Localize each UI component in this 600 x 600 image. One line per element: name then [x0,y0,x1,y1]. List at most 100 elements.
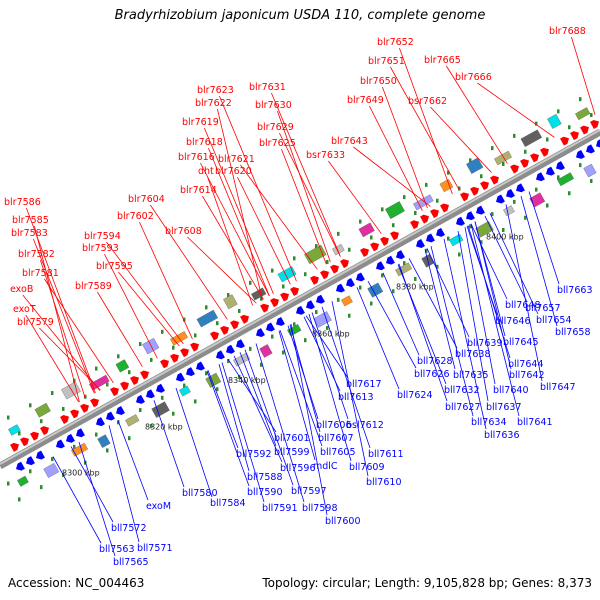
reverse-gene-arrow [386,255,395,265]
reverse-label-leader [233,355,283,463]
feature-box [385,201,405,220]
scale-tick [95,366,98,371]
scale-tick [271,268,274,273]
reverse-label-leader [279,329,323,447]
scale-tick [502,161,505,166]
scale-tick [282,350,285,355]
reverse-label-leader [289,324,321,433]
forward-gene-arrow [220,325,229,335]
reverse-gene-arrow [36,450,45,460]
reverse-gene-arrow [466,211,475,221]
forward-gene-label: blr7604 [128,194,165,205]
reverse-label-leader [528,191,560,285]
forward-gene-arrow [520,158,529,168]
reverse-label-leader [117,420,149,501]
reverse-gene-label: bll7648 [505,300,541,311]
forward-gene-label: blr7622 [195,98,232,109]
scale-tick [216,321,219,326]
reverse-gene-arrow [96,417,105,427]
reverse-gene-label: bll7663 [557,285,593,296]
forward-label-leader [44,278,114,384]
reverse-gene-label: bll7635 [453,370,489,381]
scale-tick [348,313,351,318]
scale-tick [546,203,549,208]
reverse-gene-arrow [436,227,445,237]
forward-label-leader [240,164,318,270]
reverse-label-leader [426,248,470,338]
scale-tick [491,212,494,217]
scale-tick [359,219,362,224]
accession-text: Accession: NC_004463 [8,576,145,590]
reverse-gene-label: mdlC [313,461,338,472]
reverse-label-leader [108,425,140,543]
forward-gene-arrow [110,387,119,397]
forward-gene-label: bsr7662 [408,96,447,107]
forward-gene-label: blr7583 [11,228,48,239]
reverse-gene-arrow [106,411,115,421]
reverse-gene-arrow [146,389,155,399]
forward-label-leader [399,47,453,195]
scale-tick [172,345,175,350]
scale-tick [29,469,32,474]
forward-gene-label: dht [198,166,214,177]
forward-gene-arrow [190,342,199,352]
label-line-layer [22,36,596,557]
reverse-gene-arrow [356,272,365,282]
forward-gene-arrow [170,353,179,363]
reverse-gene-label: bll7646 [495,316,531,327]
scale-tick [227,359,230,364]
forward-gene-arrow [280,292,289,302]
reverse-gene-label: bll7606 [316,420,352,431]
forward-gene-arrow [540,147,549,157]
scale-tick [18,497,21,502]
scale-tick [513,199,516,204]
forward-gene-label: blr7651 [368,56,405,67]
scale-tick [128,370,131,375]
feature-box [89,374,110,391]
forward-label-leader [40,259,86,399]
forward-gene-label: blr7602 [117,211,154,222]
reverse-label-leader [520,195,558,327]
feature-box [466,157,484,174]
reverse-label-leader [470,223,508,300]
reverse-gene-label: bll7611 [368,449,404,460]
forward-gene-label: blr7688 [549,26,586,37]
scale-tick [392,223,395,228]
reverse-label-leader [221,362,265,503]
scale-tick [128,436,131,441]
scale-tick [139,408,142,413]
reverse-gene-arrow [396,250,405,260]
forward-gene-label: blr7643 [331,136,368,147]
reverse-gene-arrow [116,406,125,415]
reverse-gene-arrow [416,239,425,248]
reverse-gene-arrow [56,439,65,449]
forward-gene-arrow [10,442,19,452]
scale-tick [425,182,428,187]
scale-tick [436,264,439,269]
scale-tick [106,448,109,453]
reverse-gene-arrow [196,361,205,371]
reverse-gene-label: bll7632 [444,385,480,396]
forward-label-leader [200,162,270,297]
forward-gene-label: blr7594 [84,231,121,242]
reverse-gene-arrow [66,433,75,443]
forward-gene-arrow [330,264,339,274]
scale-tick [62,406,65,411]
forward-gene-label: blr7619 [182,117,219,128]
forward-gene-label: blr7585 [12,215,49,226]
feature-box [557,172,575,187]
forward-gene-label: bsr7633 [306,150,345,161]
forward-label-leader [34,225,80,402]
forward-gene-label: exoT [13,304,36,315]
forward-label-leader [139,221,193,340]
reverse-gene-label: bll7607 [318,433,354,444]
reverse-gene-label: bll7637 [486,402,522,413]
forward-gene-arrow [20,437,29,447]
forward-gene-arrow [340,259,349,269]
forward-gene-label: blr7650 [360,76,397,87]
reverse-label-leader [367,280,417,369]
kbp-scale-label: 8380 kbp [396,283,434,292]
scale-tick [117,420,120,425]
reverse-gene-label: bll7617 [346,379,382,390]
reverse-label-leader [356,287,400,390]
